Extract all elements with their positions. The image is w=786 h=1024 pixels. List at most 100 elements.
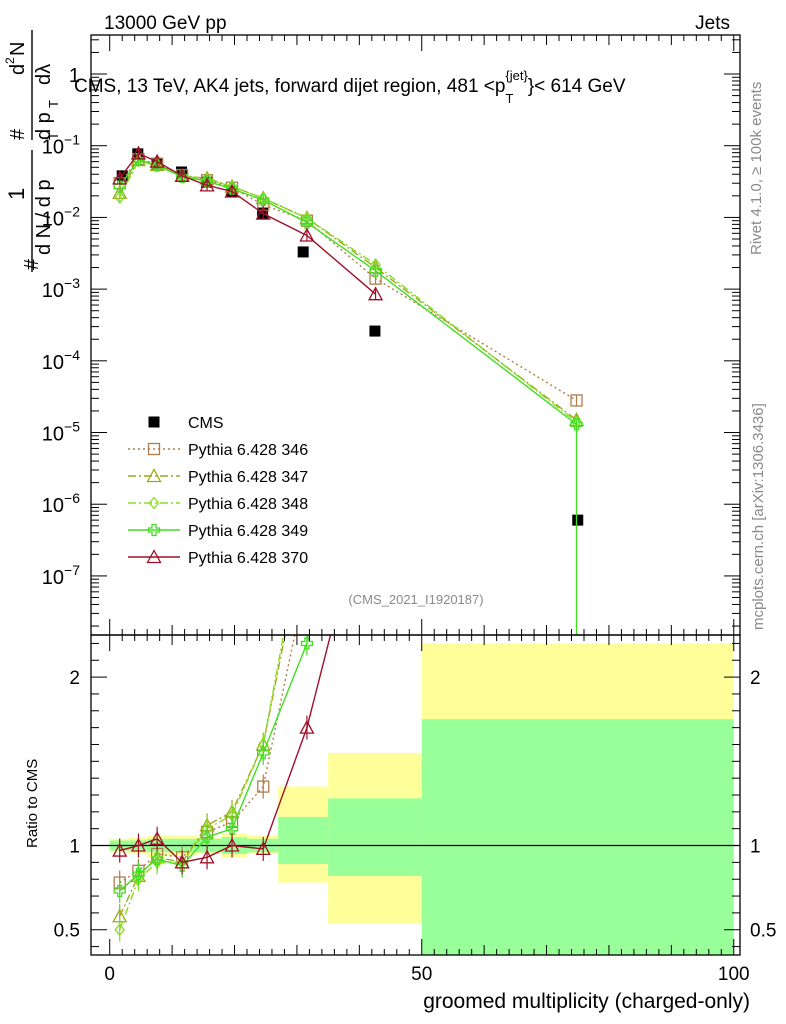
ratio-point-pythia-6-428-349-1 bbox=[132, 868, 145, 881]
y-tick-label-upper: 10−2 bbox=[42, 203, 80, 230]
ratio-point-pythia-6-428-346-6 bbox=[257, 780, 270, 793]
series-pythia-6-428-346 bbox=[113, 152, 583, 407]
legend-entry-pythia-6-428-346: Pythia 6.428 346 bbox=[128, 442, 308, 459]
y-tick-label-upper: 10−6 bbox=[42, 490, 80, 517]
point-pythia-6-428-349-5 bbox=[225, 182, 239, 196]
legend-marker bbox=[147, 523, 161, 537]
legend-entry-pythia-6-428-347: Pythia 6.428 347 bbox=[128, 468, 308, 486]
point-pythia-6-428-348-0 bbox=[114, 190, 126, 204]
y-axis-label-lower: Ratio to CMS bbox=[24, 759, 41, 848]
ylabel-dp: d p bbox=[33, 112, 55, 140]
point-cms-2 bbox=[151, 157, 163, 169]
tick-labels: 0 50 100 1 10−1 10−2 10−3 10−4 10−5 10−6 10−7 0.5 0.… bbox=[42, 65, 777, 985]
legend-marker bbox=[148, 496, 160, 510]
point-cms-7 bbox=[297, 246, 309, 258]
point-cms-8 bbox=[369, 325, 381, 337]
legend-label: Pythia 6.428 346 bbox=[188, 442, 308, 459]
ratio-point-pythia-6-428-349-2 bbox=[150, 852, 164, 866]
y-tick-label-lower-right: 1 bbox=[750, 837, 761, 858]
x-axis-label: groomed multiplicity (charged-only) bbox=[423, 990, 750, 1013]
ratio-point-pythia-6-428-348-0 bbox=[114, 923, 126, 937]
y-tick-label-lower-right: 2 bbox=[750, 668, 761, 689]
point-pythia-6-428-349-7 bbox=[300, 216, 314, 229]
y-tick-label-upper: 10−3 bbox=[42, 275, 80, 302]
ratio-point-pythia-6-428-349-7 bbox=[300, 637, 314, 650]
ylabel-one: 1 bbox=[4, 188, 29, 200]
y-tick-label-upper: 10−1 bbox=[42, 132, 80, 159]
upper-frame bbox=[90, 34, 741, 636]
point-pythia-6-428-349-6 bbox=[257, 193, 270, 207]
rivet-label: Rivet 4.1.0, ≥ 100k events bbox=[748, 82, 765, 255]
series-cms bbox=[116, 148, 584, 526]
point-pythia-6-428-370-1 bbox=[130, 145, 147, 160]
ratio-line-pythia-6-428-349 bbox=[119, 635, 309, 892]
ylabel-dlambda: dλ bbox=[33, 64, 55, 85]
point-pythia-6-428-370-6 bbox=[255, 205, 271, 220]
legend-label: CMS bbox=[188, 415, 224, 432]
upper-panel-series bbox=[112, 145, 585, 635]
ratio-point-pythia-6-428-370-0 bbox=[112, 842, 128, 857]
ratio-uncertainty-bands bbox=[91, 643, 740, 955]
ratio-point-pythia-6-428-370-3 bbox=[174, 854, 190, 869]
y-axis-label-upper: # 1 d N / d p T # d 2 N d p T dλ bbox=[3, 30, 61, 272]
y-tick-label-upper: 10−7 bbox=[42, 562, 80, 589]
y-tick-label-upper: 10−4 bbox=[42, 347, 80, 374]
ratio-series-pythia-6-428-370 bbox=[112, 635, 332, 875]
series-line-pythia-6-428-346 bbox=[119, 158, 577, 402]
ratio-point-pythia-6-428-370-7 bbox=[299, 719, 315, 734]
ylabel-t-sub-1: T bbox=[46, 132, 61, 140]
legend-entry-cms: CMS bbox=[148, 415, 224, 432]
legend-entry-pythia-6-428-348: Pythia 6.428 348 bbox=[128, 496, 308, 513]
legend-label: Pythia 6.428 347 bbox=[188, 469, 308, 486]
legend-marker bbox=[146, 468, 162, 483]
band-stat-7 bbox=[278, 816, 329, 865]
x-tick-label: 100 bbox=[718, 964, 750, 985]
series-pythia-6-428-348 bbox=[114, 154, 582, 429]
point-pythia-6-428-349-8 bbox=[369, 264, 382, 277]
ratio-point-pythia-6-428-349-0 bbox=[113, 884, 126, 898]
series-line-pythia-6-428-348 bbox=[119, 159, 577, 423]
legend-marker bbox=[148, 416, 160, 428]
point-pythia-6-428-346-9 bbox=[570, 394, 583, 407]
legend: CMS Pythia 6.428 346 Pythia 6.428 347 Pythi… bbox=[128, 415, 308, 567]
point-pythia-6-428-349-9 bbox=[570, 418, 583, 431]
point-pythia-6-428-370-0 bbox=[112, 170, 128, 185]
series-line-pythia-6-428-370 bbox=[119, 152, 377, 295]
ratio-point-pythia-6-428-349-4 bbox=[200, 830, 214, 844]
series-line-pythia-6-428-347 bbox=[119, 159, 577, 421]
ratio-line-pythia-6-428-346 bbox=[119, 635, 296, 884]
ratio-line-pythia-6-428-347 bbox=[119, 635, 286, 917]
ratio-point-pythia-6-428-370-4 bbox=[199, 849, 215, 864]
point-pythia-6-428-370-4 bbox=[199, 177, 215, 192]
y-tick-label-lower-left: 1 bbox=[69, 837, 80, 858]
series-pythia-6-428-347 bbox=[112, 152, 585, 427]
ylabel-n: N bbox=[7, 42, 29, 56]
analysis-watermark: (CMS_2021_I1920187) bbox=[348, 592, 483, 607]
ratio-point-pythia-6-428-370-6 bbox=[255, 841, 271, 856]
lower-panel-series bbox=[112, 116, 381, 942]
header-right: Jets bbox=[695, 13, 730, 34]
ylabel-hash-2: # bbox=[7, 128, 29, 140]
ylabel-superscript-2: 2 bbox=[3, 57, 17, 64]
ratio-point-pythia-6-428-370-2 bbox=[149, 830, 165, 845]
point-pythia-6-428-370-8 bbox=[367, 286, 384, 301]
ratio-point-pythia-6-428-349-6 bbox=[257, 746, 270, 760]
ratio-point-pythia-6-428-346-7 bbox=[301, 571, 312, 582]
ratio-series-pythia-6-428-349 bbox=[113, 635, 314, 903]
ratio-point-pythia-6-428-346-8 bbox=[370, 116, 381, 127]
legend-entry-pythia-6-428-370: Pythia 6.428 370 bbox=[128, 549, 308, 567]
point-cms-9 bbox=[572, 514, 584, 526]
legend-label: Pythia 6.428 348 bbox=[188, 496, 308, 513]
point-pythia-6-428-370-3 bbox=[174, 167, 190, 182]
ylabel-d2n-d: d bbox=[7, 64, 29, 75]
ratio-point-pythia-6-428-349-3 bbox=[175, 859, 189, 872]
x-tick-label: 50 bbox=[411, 964, 432, 985]
y-tick-label-lower-right: 0.5 bbox=[750, 921, 776, 942]
ratio-line-pythia-6-428-348 bbox=[119, 635, 285, 930]
ratio-point-pythia-6-428-349-5 bbox=[225, 822, 239, 835]
axes bbox=[90, 34, 741, 956]
ratio-point-pythia-6-428-370-1 bbox=[130, 837, 147, 852]
legend-marker bbox=[147, 442, 161, 456]
point-pythia-6-428-370-2 bbox=[149, 153, 165, 168]
